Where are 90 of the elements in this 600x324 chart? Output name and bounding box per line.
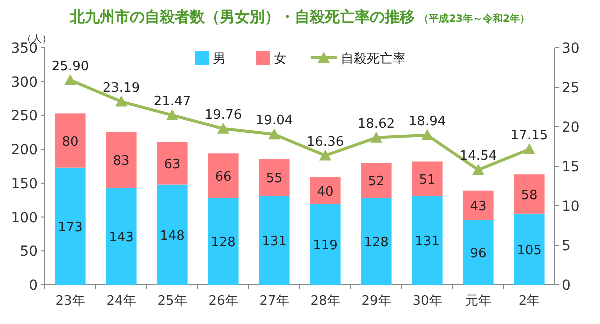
- data-label: 66: [215, 170, 232, 185]
- data-label: 18.62: [358, 116, 396, 132]
- x-tick-label: 元年: [466, 294, 492, 309]
- chart-subtitle: （平成23年～令和2年）: [419, 13, 530, 25]
- data-label: 40: [317, 184, 334, 200]
- data-label: 148: [160, 228, 185, 244]
- y-tick-label: 200: [11, 142, 38, 159]
- x-tick-label: 27年: [260, 294, 290, 309]
- data-label: 19.04: [256, 114, 294, 129]
- legend-label: 女: [274, 52, 287, 67]
- data-label: 63: [164, 157, 181, 172]
- data-label: 173: [58, 220, 83, 236]
- legend-label: 男: [213, 52, 226, 67]
- data-label: 80: [62, 134, 79, 150]
- bar: [259, 196, 290, 285]
- data-label: 21.47: [154, 94, 192, 110]
- bar: [55, 114, 86, 168]
- data-label: 14.54: [460, 149, 498, 164]
- point: [64, 74, 76, 86]
- data-label: 55: [266, 172, 283, 187]
- data-label: 43: [470, 199, 487, 214]
- y-tick-label: 250: [11, 108, 38, 125]
- y2-tick-label: 15: [562, 160, 580, 176]
- x-tick-label: 26年: [208, 294, 238, 309]
- point: [320, 150, 332, 161]
- data-label: 25.90: [52, 59, 90, 74]
- data-label: 131: [415, 234, 440, 250]
- bar: [412, 162, 443, 196]
- bar: [310, 204, 341, 285]
- bar: [310, 177, 341, 204]
- y2-tick-label: 30: [562, 41, 580, 57]
- bar: [157, 184, 188, 285]
- data-label: 143: [109, 230, 134, 246]
- y-tick-label: 50: [20, 244, 38, 260]
- data-label: 19.76: [204, 108, 242, 123]
- x-tick-label: 29年: [362, 294, 392, 309]
- point: [218, 122, 230, 134]
- x-tick-label: 28年: [310, 294, 340, 309]
- bar: [514, 174, 545, 214]
- data-label: 58: [521, 188, 538, 204]
- point: [116, 96, 128, 107]
- bar: [157, 142, 188, 185]
- bar: [514, 214, 545, 285]
- y-tick-label: 0: [29, 278, 38, 294]
- point: [472, 164, 484, 176]
- y-tick-label: 100: [11, 210, 38, 226]
- data-label: 23.19: [102, 80, 140, 96]
- y2-tick-label: 25: [562, 80, 580, 96]
- x-tick-label: 24年: [106, 294, 136, 309]
- x-tick-label: 25年: [158, 294, 188, 309]
- data-label: 83: [113, 154, 130, 170]
- data-label: 128: [211, 236, 236, 251]
- bar: [361, 163, 392, 198]
- data-label: 119: [313, 238, 338, 254]
- chart-title: 北九州市の自殺者数（男女別）・自殺死亡率の推移: [69, 8, 416, 26]
- data-label: 17.15: [510, 128, 548, 144]
- y-tick-label: 300: [11, 74, 38, 91]
- y2-tick-label: 20: [562, 120, 580, 136]
- data-label: 105: [517, 243, 542, 258]
- point: [524, 144, 536, 155]
- y-tick-label: 150: [11, 176, 38, 192]
- point: [166, 109, 178, 120]
- bar: [55, 168, 86, 285]
- bar: [412, 196, 443, 285]
- bar: [259, 159, 290, 196]
- point: [422, 129, 434, 140]
- bar: [463, 220, 494, 285]
- x-tick-label: 2年: [518, 294, 540, 309]
- y2-tick-label: 10: [562, 199, 580, 215]
- data-label: 96: [470, 246, 487, 262]
- y2-tick-label: 5: [562, 238, 571, 254]
- bar: [208, 198, 239, 285]
- data-label: 16.36: [306, 134, 344, 150]
- bar: [106, 132, 137, 188]
- bar: [106, 188, 137, 285]
- data-label: 51: [419, 173, 436, 188]
- data-label: 131: [262, 234, 287, 250]
- legend-label: 自殺死亡率: [341, 51, 406, 67]
- y-tick-label: 350: [11, 41, 38, 57]
- data-label: 128: [364, 236, 389, 251]
- point: [370, 132, 382, 143]
- data-label: 18.94: [408, 114, 446, 130]
- x-tick-label: 23年: [56, 294, 86, 309]
- point: [268, 128, 280, 140]
- x-tick-label: 30年: [412, 294, 442, 309]
- bar: [463, 190, 494, 220]
- bar: [208, 154, 239, 198]
- data-label: 52: [368, 174, 385, 190]
- y2-tick-label: 0: [562, 278, 571, 294]
- bar: [361, 198, 392, 285]
